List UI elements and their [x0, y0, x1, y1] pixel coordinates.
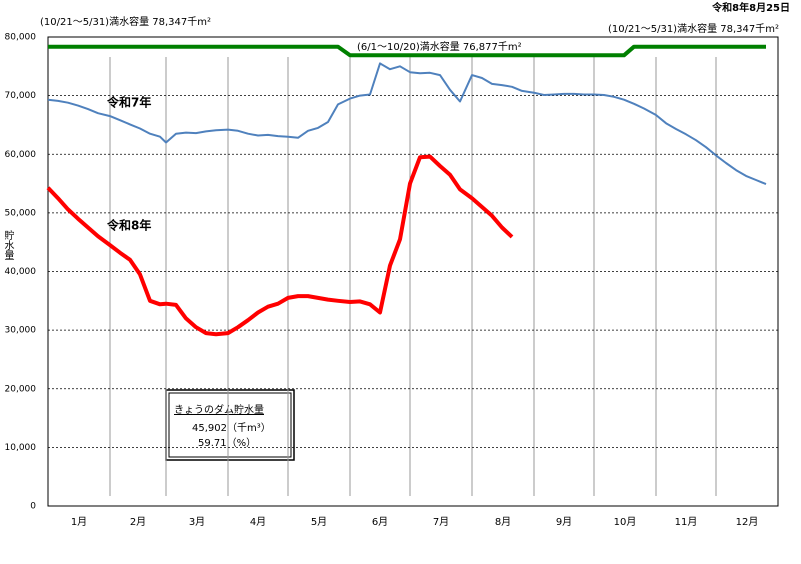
y-tick-label: 60,000	[5, 150, 37, 160]
y-tick-label: 20,000	[5, 384, 37, 394]
x-tick-label: 3月	[189, 516, 205, 528]
series-line	[48, 44, 766, 58]
x-tick-label: 7月	[433, 516, 449, 528]
annotation: (10/21～5/31)満水容量 78,347千m²	[608, 22, 779, 35]
y-tick-label: 10,000	[5, 443, 37, 453]
x-tick-label: 8月	[495, 516, 511, 528]
y-tick-label: 50,000	[5, 208, 37, 218]
legend-label: 令和7年	[106, 95, 151, 110]
box-title: きょうのダム貯水量	[174, 403, 264, 416]
box-volume: 45,902（千m³）	[192, 422, 271, 434]
y-tick-label: 80,000	[5, 33, 37, 43]
x-tick-label: 11月	[675, 516, 698, 528]
x-tick-label: 6月	[372, 516, 388, 528]
box-rate: 59.71（%）	[198, 437, 256, 449]
x-tick-label: 2月	[130, 516, 146, 528]
y-axis-label: 貯水量	[2, 230, 14, 260]
x-tick-label: 9月	[556, 516, 572, 528]
x-tick-label: 12月	[736, 516, 759, 528]
box-frame	[165, 389, 295, 461]
y-tick-label: 70,000	[5, 91, 37, 101]
y-tick-label: 40,000	[5, 267, 37, 277]
x-tick-label: 10月	[614, 516, 637, 528]
y-tick-label: 0	[30, 502, 36, 512]
info-box: きょうのダム貯水量 45,902（千m³） 59.71（%）	[165, 389, 295, 461]
y-tick-label: 30,000	[5, 326, 37, 336]
series-line	[47, 62, 767, 186]
x-tick-label: 1月	[71, 516, 87, 528]
x-tick-label: 5月	[311, 516, 327, 528]
annotation: (6/1～10/20)満水容量 76,877千m²	[357, 40, 522, 53]
date: 令和8年8月25日	[711, 1, 790, 14]
series-line	[46, 154, 514, 337]
annotation: (10/21～5/31)満水容量 78,347千m²	[40, 15, 211, 28]
legend-label: 令和8年	[106, 218, 151, 233]
box-inner	[168, 392, 292, 458]
x-tick-label: 4月	[250, 516, 266, 528]
